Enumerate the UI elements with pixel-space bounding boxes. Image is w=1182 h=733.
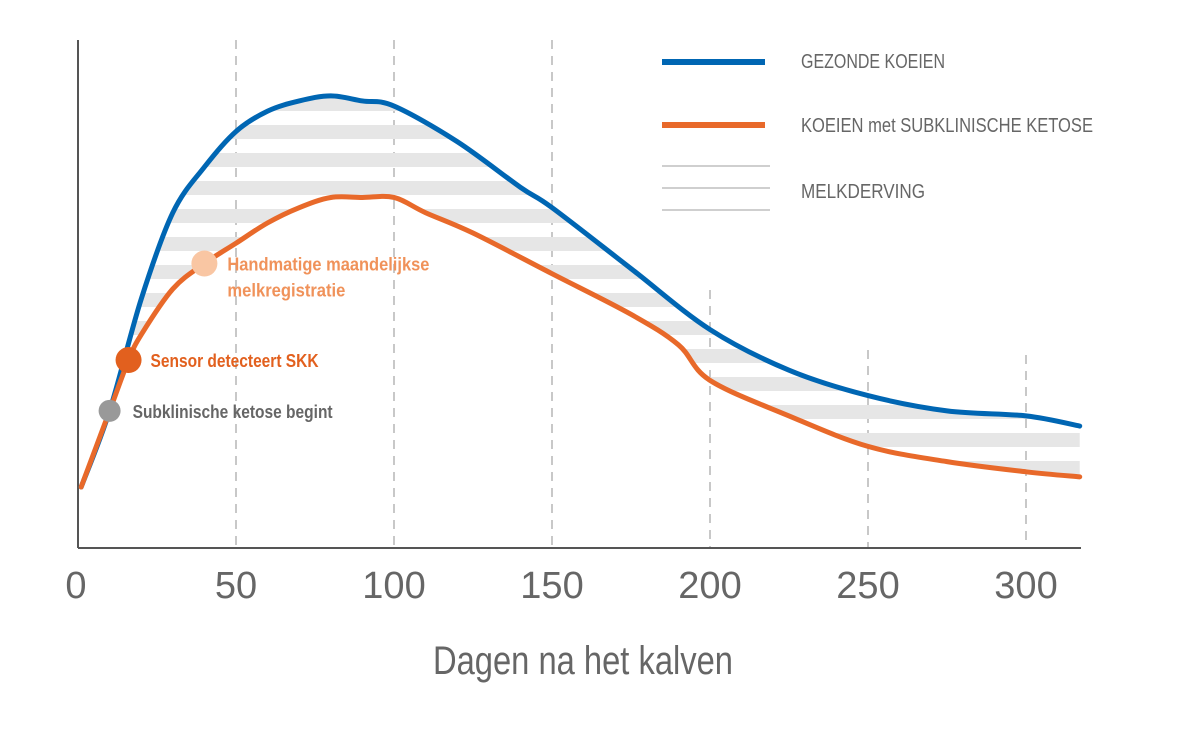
x-tick-label: 0	[65, 565, 86, 607]
sensor-detection-label: Sensor detecteert SKK	[151, 351, 319, 371]
legend-label-milk-loss: MELKDERVING	[801, 181, 925, 203]
healthy-cows-line	[78, 93, 1083, 490]
x-axis-label: Dagen na het kalven	[433, 639, 733, 683]
x-tick-label: 150	[520, 565, 583, 607]
ketosis-cows-line	[78, 193, 1083, 490]
legend: GEZONDE KOEIEN KOEIEN met SUBKLINISCHE K…	[662, 51, 1093, 211]
legend-swatch-milk-loss	[662, 165, 770, 211]
manual-registration-marker	[191, 250, 218, 277]
ketosis-start-label: Subklinische ketose begint	[133, 402, 333, 422]
legend-label-ketosis: KOEIEN met SUBKLINISCHE KETOSE	[801, 115, 1093, 137]
x-tick-label: 200	[678, 565, 741, 607]
x-tick-label: 250	[836, 565, 899, 607]
x-tick-label: 50	[215, 565, 257, 607]
x-tick-label: 100	[362, 565, 425, 607]
sensor-detection-marker	[115, 347, 142, 374]
ketosis-start-marker	[98, 399, 121, 422]
manual-registration-label: melkregistratie	[227, 281, 345, 301]
manual-registration-label: Handmatige maandelijkse	[227, 255, 429, 275]
x-tick-label: 300	[994, 565, 1057, 607]
legend-label-healthy: GEZONDE KOEIEN	[801, 51, 945, 73]
